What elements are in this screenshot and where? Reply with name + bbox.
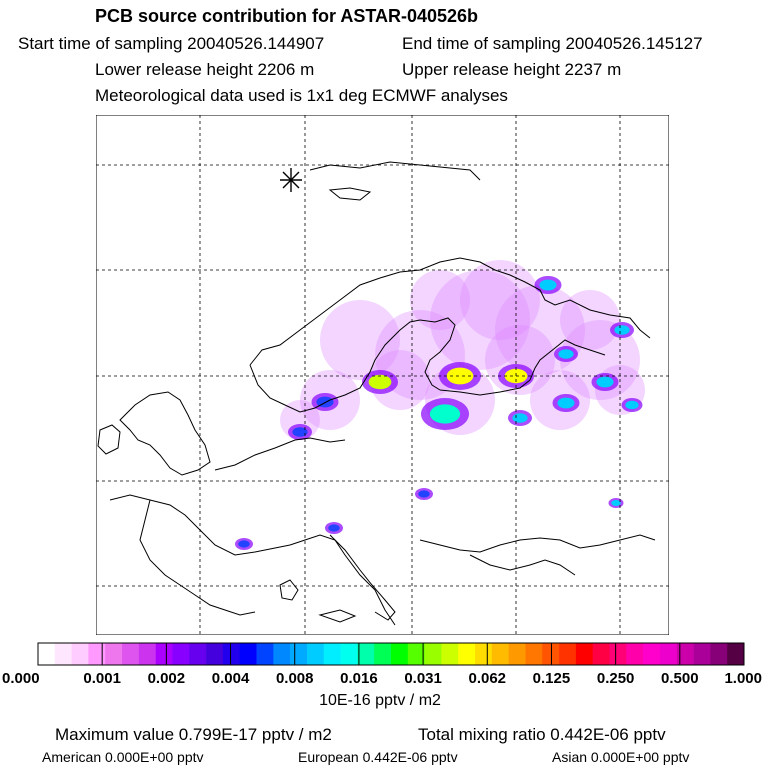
plume-haze xyxy=(430,270,530,370)
plume-core xyxy=(625,400,639,410)
colorbar-tick-label: 0.125 xyxy=(533,670,571,687)
colorbar-cell xyxy=(424,643,442,665)
map-panel xyxy=(96,115,669,635)
colorbar-cell xyxy=(323,643,341,665)
colorbar-cell xyxy=(609,643,627,665)
colorbar-tick-label: 0.250 xyxy=(597,670,635,687)
colorbar-cell xyxy=(525,643,543,665)
colorbar-cell xyxy=(206,643,224,665)
colorbar-tick-label: 0.001 xyxy=(83,670,121,687)
colorbar-cell xyxy=(693,643,711,665)
plume-core xyxy=(446,367,474,385)
american-contribution: American 0.000E+00 pptv xyxy=(42,749,204,765)
colorbar-cell xyxy=(340,643,358,665)
colorbar-cell xyxy=(290,643,308,665)
colorbar-cell xyxy=(374,643,392,665)
end-time-label: End time of sampling 20040526.145127 xyxy=(402,34,703,53)
coastlines xyxy=(97,161,656,626)
plume-core xyxy=(558,349,574,359)
upper-height-label: Upper release height 2237 m xyxy=(402,60,622,79)
colorbar-tick-label: 0.031 xyxy=(404,670,442,687)
start-time-label: Start time of sampling 20040526.144907 xyxy=(18,34,325,53)
plume-haze xyxy=(410,270,470,330)
colorbar-tick-label: 0.002 xyxy=(148,670,186,687)
map-title: PCB source contribution for ASTAR-040526… xyxy=(95,6,479,26)
maximum-value: Maximum value 0.799E-17 pptv / m2 xyxy=(55,725,332,744)
colorbar-tick-label: 0.500 xyxy=(661,670,699,687)
colorbar-cell xyxy=(659,643,678,665)
plume-core xyxy=(611,500,621,506)
colorbar-cell xyxy=(88,643,106,665)
total-mixing-ratio: Total mixing ratio 0.442E-06 pptv xyxy=(418,725,666,744)
plume-core xyxy=(539,279,557,291)
plume-core xyxy=(429,404,461,424)
plume-core xyxy=(614,325,630,335)
colorbar-cells xyxy=(38,643,745,665)
colorbar-tick-label: 0.000 xyxy=(2,670,40,687)
colorbar-cell xyxy=(458,643,476,665)
plume-haze xyxy=(320,300,400,380)
met-data-label: Meteorological data used is 1x1 deg ECMW… xyxy=(95,86,508,105)
colorbar-cell xyxy=(256,643,274,665)
colorbar-cell xyxy=(189,643,207,665)
european-contribution: European 0.442E-06 pptv xyxy=(298,749,458,765)
colorbar-cell xyxy=(491,643,509,665)
colorbar-cell xyxy=(575,643,594,665)
plume-core xyxy=(292,427,308,437)
colorbar-cell xyxy=(222,643,241,665)
graticule xyxy=(96,115,669,635)
colorbar-cell xyxy=(172,643,190,665)
colorbar-cell xyxy=(273,643,291,665)
colorbar-cell xyxy=(357,643,375,665)
colorbar-cell xyxy=(643,643,661,665)
colorbar-tick-label: 1.000 xyxy=(724,670,762,687)
colorbar-cell xyxy=(542,643,560,665)
colorbar-cell xyxy=(475,643,493,665)
colorbar-cell xyxy=(441,643,459,665)
colorbar-cell xyxy=(155,643,173,665)
plume-haze xyxy=(560,290,620,350)
colorbar-cell xyxy=(676,643,694,665)
colorbar-cell xyxy=(710,643,728,665)
plume-core xyxy=(512,413,528,423)
colorbar-cell xyxy=(407,643,425,665)
colorbar-cell xyxy=(38,643,56,665)
colorbar-cell xyxy=(727,643,745,665)
plume-haze xyxy=(370,350,430,410)
colorbar-cell xyxy=(122,643,140,665)
plume-core xyxy=(368,374,392,390)
colorbar: 0.000 0.001 0.002 0.004 0.008 0.016 0.031 0.062… xyxy=(2,642,762,687)
colorbar-cell xyxy=(626,643,644,665)
colorbar-cell xyxy=(239,643,257,665)
colorbar-tick-label: 0.008 xyxy=(276,670,314,687)
plume-core xyxy=(596,376,614,388)
colorbar-cell xyxy=(138,643,156,665)
colorbar-cell xyxy=(306,643,325,665)
colorbar-ticks: 0.000 0.001 0.002 0.004 0.008 0.016 0.031 0.062… xyxy=(2,643,762,687)
colorbar-cell xyxy=(105,643,123,665)
plume-core xyxy=(238,540,250,548)
lower-height-label: Lower release height 2206 m xyxy=(95,60,315,79)
colorbar-cell xyxy=(508,643,526,665)
colorbar-cell xyxy=(71,643,89,665)
asian-contribution: Asian 0.000E+00 pptv xyxy=(552,749,690,765)
colorbar-cell xyxy=(391,643,409,665)
release-asterisk-icon xyxy=(280,168,302,192)
colorbar-tick-label: 0.062 xyxy=(468,670,506,687)
colorbar-cell xyxy=(54,643,72,665)
colorbar-tick-label: 0.016 xyxy=(340,670,378,687)
plume-core xyxy=(328,524,340,532)
colorbar-tick-label: 0.004 xyxy=(212,670,250,687)
colorbar-cell xyxy=(559,643,577,665)
colorbar-cell xyxy=(592,643,610,665)
colorbar-units: 10E-16 pptv / m2 xyxy=(319,692,441,709)
plume-core xyxy=(418,490,430,498)
plume-core xyxy=(557,397,575,409)
